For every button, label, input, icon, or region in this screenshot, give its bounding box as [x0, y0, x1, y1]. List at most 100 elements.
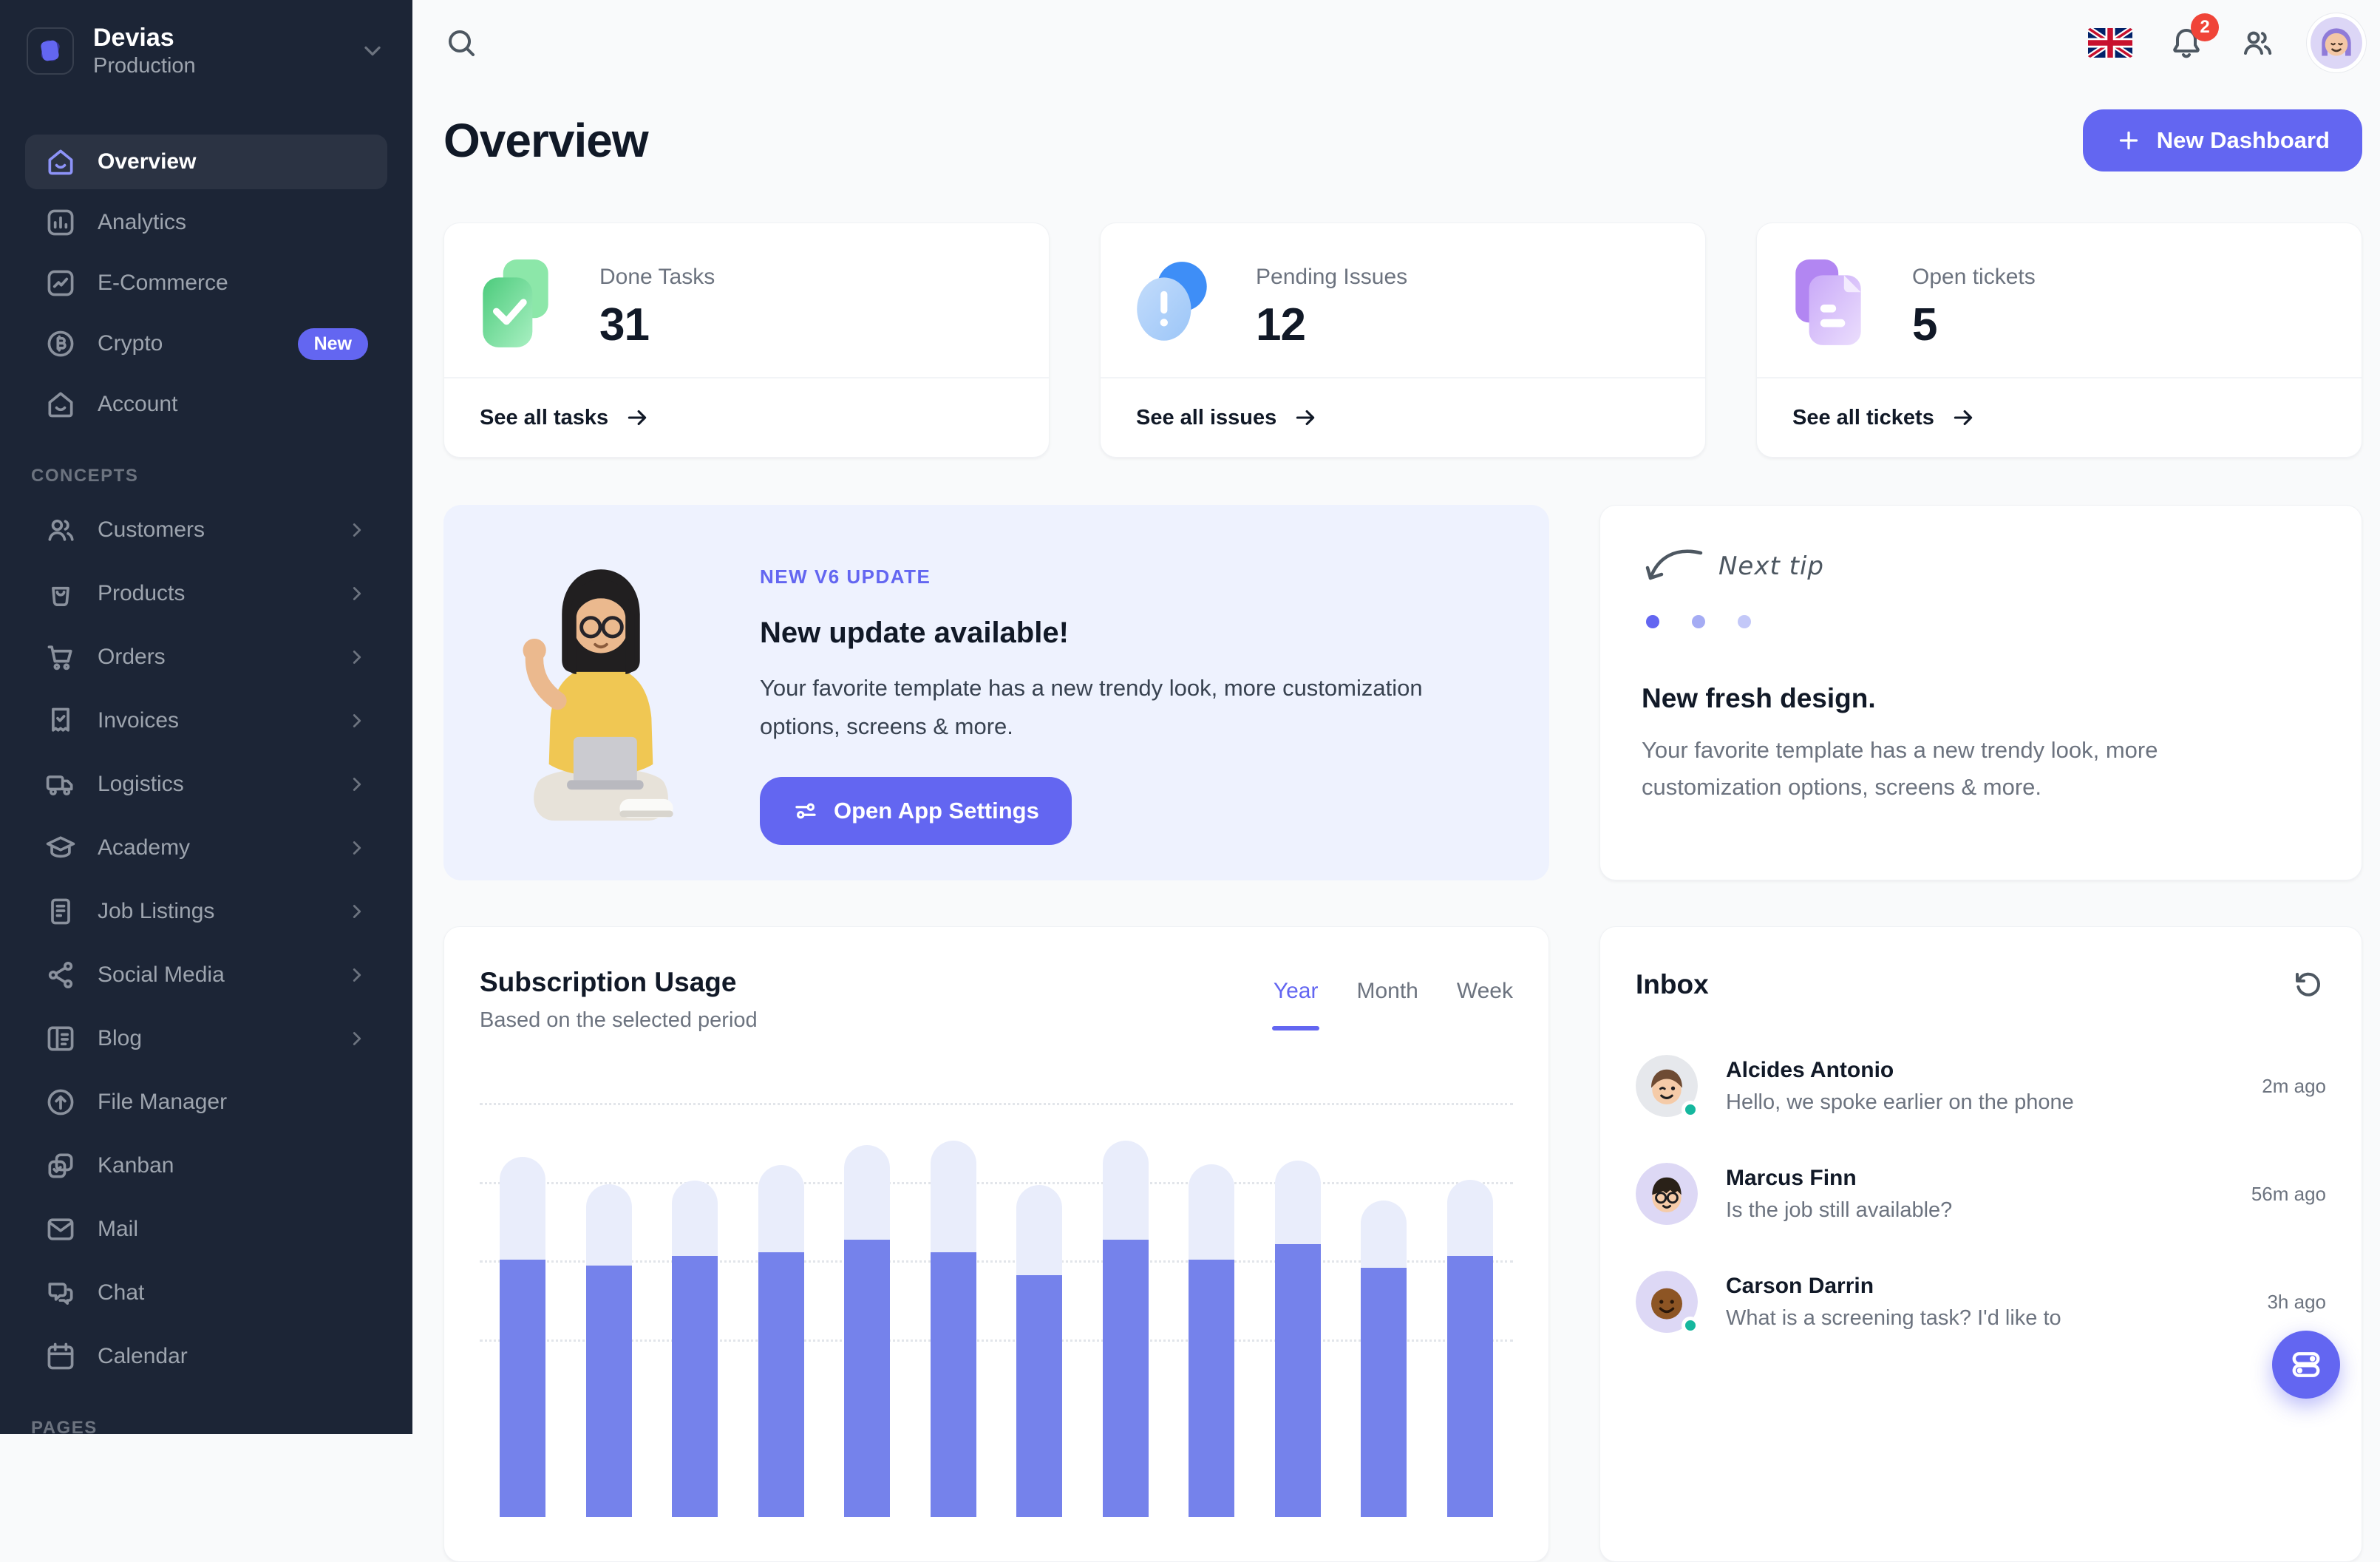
usage-bar-12 — [1427, 1036, 1514, 1517]
sidebar-item-mail[interactable]: Mail — [25, 1202, 387, 1257]
sidebar-item-overview[interactable]: Overview — [25, 135, 387, 190]
stat-label: Pending Issues — [1256, 265, 1408, 289]
usage-bar-3 — [652, 1036, 738, 1517]
avatar — [1636, 1163, 1698, 1225]
usage-bar-7 — [996, 1036, 1083, 1517]
document-list-icon — [44, 895, 77, 928]
inbox-item-marcus-finn[interactable]: Marcus Finn Is the job still available? 56… — [1636, 1140, 2326, 1248]
brand-environment: Production — [93, 54, 196, 78]
bar-track — [1446, 1180, 1493, 1517]
chart-line-icon — [44, 267, 77, 299]
language-flag-uk[interactable] — [2087, 28, 2133, 58]
sidebar-section-concepts: CONCEPTS — [31, 466, 139, 486]
sidebar-item-logistics[interactable]: Logistics — [25, 757, 387, 812]
bar-track — [930, 1141, 976, 1517]
workspace-switcher[interactable]: Devias Production — [25, 22, 387, 80]
sidebar-item-file-manager[interactable]: File Manager — [25, 1075, 387, 1130]
message-time: 2m ago — [2262, 1074, 2326, 1097]
sidebar-item-label: Calendar — [98, 1344, 188, 1369]
search-icon[interactable] — [443, 25, 479, 61]
sidebar-item-label: Blog — [98, 1026, 143, 1051]
usage-bar-9 — [1169, 1036, 1255, 1517]
chevron-right-icon — [346, 964, 368, 986]
user-avatar[interactable] — [2311, 17, 2362, 69]
newspaper-icon — [44, 1022, 77, 1055]
tab-month[interactable]: Month — [1356, 979, 1418, 1003]
bar-fill — [1446, 1256, 1493, 1517]
chart-bar-icon — [44, 206, 77, 239]
brand-name: Devias — [93, 24, 174, 52]
tip-body: Your favorite template has a new trendy … — [1642, 737, 2158, 801]
gridline — [480, 1103, 1513, 1105]
stat-label: Done Tasks — [599, 265, 715, 289]
bar-fill — [1102, 1240, 1149, 1517]
contacts-icon[interactable] — [2240, 25, 2275, 61]
sidebar-item-label: Mail — [98, 1217, 139, 1242]
usage-bar-4 — [738, 1036, 825, 1517]
sidebar-item-crypto[interactable]: Crypto New — [25, 316, 387, 371]
sidebar-item-blog[interactable]: Blog — [25, 1011, 387, 1066]
bitcoin-icon — [44, 327, 77, 360]
tip-dot-1[interactable] — [1646, 615, 1659, 628]
usage-bar-5 — [824, 1036, 911, 1517]
sidebar-item-analytics[interactable]: Analytics — [25, 195, 387, 250]
bar-fill — [1274, 1244, 1321, 1517]
arrow-right-icon — [625, 405, 650, 430]
users-icon — [44, 514, 77, 546]
sidebar-item-invoices[interactable]: Invoices — [25, 693, 387, 748]
chevron-right-icon — [346, 710, 368, 732]
tip-dot-3[interactable] — [1738, 615, 1751, 628]
open-app-settings-button[interactable]: Open App Settings — [760, 777, 1072, 846]
inbox-title: Inbox — [1636, 969, 1709, 999]
page-title: Overview — [443, 114, 649, 167]
sidebar-item-orders[interactable]: Orders — [25, 630, 387, 685]
bar-fill — [672, 1256, 718, 1517]
sidebar-item-products[interactable]: Products — [25, 566, 387, 621]
chevron-right-icon — [346, 837, 368, 859]
sidebar-item-chat[interactable]: Chat — [25, 1266, 387, 1320]
bar-track — [758, 1165, 804, 1517]
mail-icon — [44, 1213, 77, 1246]
sidebar-item-label: Analytics — [98, 210, 187, 235]
stat-card-open-tickets: Open tickets 5 See all tickets — [1756, 223, 2362, 458]
bar-track — [585, 1184, 632, 1517]
message-time: 56m ago — [2251, 1182, 2326, 1205]
usage-bar-6 — [911, 1036, 997, 1517]
sidebar-item-customers[interactable]: Customers — [25, 503, 387, 557]
stat-card-pending-issues: Pending Issues 12 See all issues — [1100, 223, 1706, 458]
share-nodes-icon — [44, 959, 77, 991]
notifications-button[interactable]: 2 — [2169, 13, 2219, 61]
sidebar-item-account[interactable]: Account — [25, 377, 387, 432]
see-all-issues-link[interactable]: See all issues — [1101, 377, 1705, 457]
sidebar-item-job-listings[interactable]: Job Listings — [25, 884, 387, 939]
see-all-tasks-link[interactable]: See all tasks — [444, 377, 1049, 457]
refresh-icon[interactable] — [2291, 967, 2326, 1002]
next-tip-label: Next tip — [1718, 551, 1824, 581]
inbox-item-carson-darrin[interactable]: Carson Darrin What is a screening task? I… — [1636, 1248, 2326, 1356]
shopping-cart-icon — [44, 641, 77, 673]
sidebar-item-label: Logistics — [98, 772, 184, 797]
tab-week[interactable]: Week — [1456, 979, 1513, 1003]
sidebar-item-academy[interactable]: Academy — [25, 821, 387, 875]
tip-dot-2[interactable] — [1692, 615, 1705, 628]
message-preview: Hello, we spoke earlier on the phone — [1726, 1090, 2074, 1114]
shopping-bag-icon — [44, 577, 77, 610]
sidebar-item-social-media[interactable]: Social Media — [25, 948, 387, 1002]
see-all-tickets-link[interactable]: See all tickets — [1757, 377, 2362, 457]
usage-subtitle: Based on the selected period — [480, 1008, 758, 1032]
tip-title: New fresh design. — [1642, 683, 1876, 713]
sidebar-item-label: Academy — [98, 835, 191, 860]
tab-year[interactable]: Year — [1274, 979, 1319, 1030]
sidebar-item-kanban[interactable]: Kanban — [25, 1138, 387, 1193]
sidebar-item-label: Chat — [98, 1280, 145, 1305]
sidebar-item-label: Products — [98, 581, 186, 606]
new-dashboard-button[interactable]: New Dashboard — [2082, 109, 2362, 172]
inbox-item-alcides-antonio[interactable]: Alcides Antonio Hello, we spoke earlier o… — [1636, 1032, 2326, 1140]
sidebar-item-calendar[interactable]: Calendar — [25, 1329, 387, 1384]
stat-value: 12 — [1256, 299, 1306, 350]
theme-settings-fab[interactable] — [2272, 1331, 2340, 1399]
sidebar-item-e-commerce[interactable]: E-Commerce — [25, 256, 387, 310]
graduation-cap-icon — [44, 832, 77, 864]
sliders-icon — [792, 798, 819, 824]
sidebar-item-label: Invoices — [98, 708, 180, 733]
